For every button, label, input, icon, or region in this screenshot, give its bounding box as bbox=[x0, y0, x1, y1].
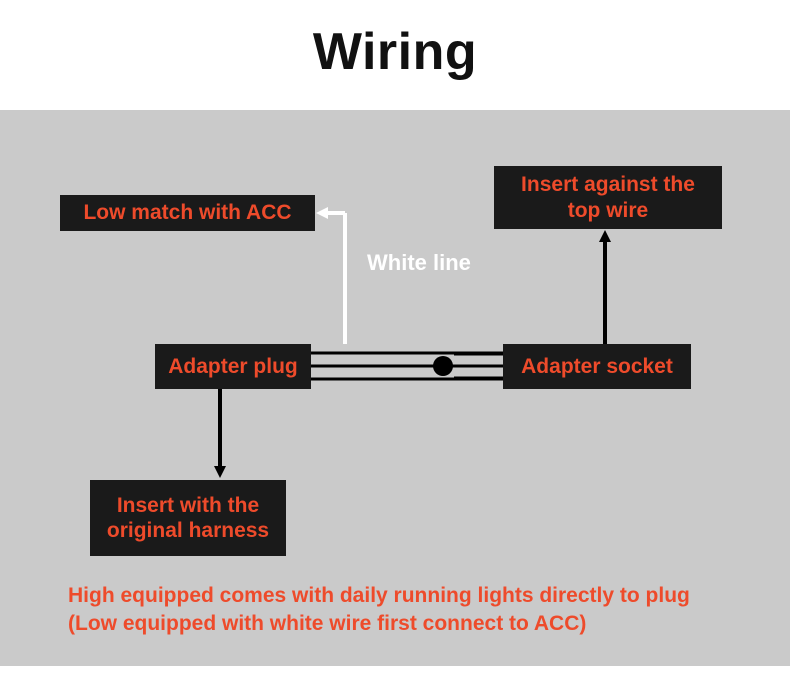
box-socket: Adapter socket bbox=[503, 344, 691, 389]
box-harness: Insert with the original harness bbox=[90, 480, 286, 556]
white-line-label: White line bbox=[367, 250, 471, 276]
box-plug: Adapter plug bbox=[155, 344, 311, 389]
footnote: High equipped comes with daily running l… bbox=[68, 582, 728, 639]
header: Wiring bbox=[0, 0, 790, 110]
diagram-canvas: Low match with ACC Insert against the top… bbox=[0, 110, 790, 666]
box-low_acc: Low match with ACC bbox=[60, 195, 315, 231]
page-title: Wiring bbox=[0, 22, 790, 82]
box-top_wire: Insert against the top wire bbox=[494, 166, 722, 229]
